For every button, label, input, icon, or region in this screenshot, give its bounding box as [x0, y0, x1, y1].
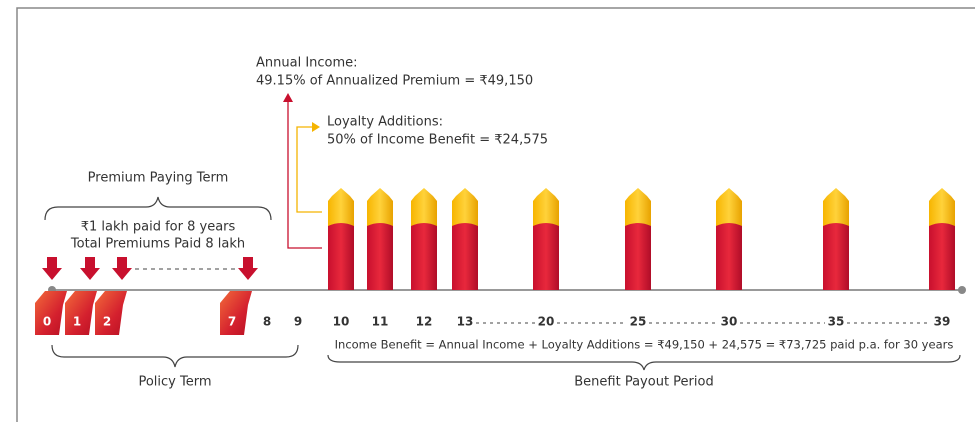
infographic: Annual Income: 49.15% of Annualized Prem…	[0, 0, 975, 422]
loyalty-connector	[297, 127, 322, 212]
ppt-title: Premium Paying Term	[88, 171, 229, 186]
pillar-cap	[625, 188, 651, 226]
year-label: 35	[828, 315, 845, 329]
year-label: 25	[630, 315, 647, 329]
year-label: 11	[372, 315, 389, 329]
payout-period: Benefit Payout Period	[574, 375, 713, 390]
year-label: 39	[934, 315, 951, 329]
income-connector	[288, 100, 322, 248]
year-label: 1	[73, 315, 81, 329]
year-label: 8	[263, 315, 271, 329]
pillar	[625, 222, 651, 290]
loyalty-label: Loyalty Additions:	[327, 115, 443, 130]
year-label: 20	[538, 315, 555, 329]
annual-income-label: Annual Income:	[256, 56, 358, 71]
year-label: 30	[721, 315, 738, 329]
year-label: 9	[294, 315, 302, 329]
pillar	[328, 222, 354, 290]
year-label: 7	[228, 315, 236, 329]
income-benefit: Income Benefit = Annual Income + Loyalty…	[335, 338, 954, 352]
pillar	[929, 222, 955, 290]
payment-arrow	[238, 257, 258, 280]
pillar-cap	[328, 188, 354, 226]
ppt-line: Total Premiums Paid 8 lakh	[70, 237, 245, 252]
payment-arrow	[80, 257, 100, 280]
pillar-cap	[367, 188, 393, 226]
payment-arrow	[112, 257, 132, 280]
year-label: 13	[457, 315, 474, 329]
year-label: 12	[416, 315, 433, 329]
income-arrowhead	[283, 93, 293, 102]
loyalty-detail: 50% of Income Benefit = ₹24,575	[327, 133, 548, 148]
payout-brace	[328, 355, 960, 370]
payment-arrow	[42, 257, 62, 280]
policy-term: Policy Term	[138, 375, 211, 390]
pillar-cap	[823, 188, 849, 226]
ppt-line: ₹1 lakh paid for 8 years	[81, 220, 236, 235]
pillar-cap	[716, 188, 742, 226]
pillar	[367, 222, 393, 290]
pillar	[716, 222, 742, 290]
policy-brace	[52, 345, 298, 367]
pillar-cap	[929, 188, 955, 226]
year-label: 10	[333, 315, 350, 329]
year-label: 0	[43, 315, 51, 329]
ppt-brace	[45, 197, 271, 220]
pillar-cap	[452, 188, 478, 226]
pillar	[533, 222, 559, 290]
loyalty-arrowhead	[312, 122, 320, 132]
pillar-cap	[533, 188, 559, 226]
pillar-cap	[411, 188, 437, 226]
year-label: 2	[103, 315, 111, 329]
annual-income-detail: 49.15% of Annualized Premium = ₹49,150	[256, 74, 533, 89]
pillar	[452, 222, 478, 290]
pillar	[411, 222, 437, 290]
pillar	[823, 222, 849, 290]
timeline-end	[958, 286, 966, 294]
